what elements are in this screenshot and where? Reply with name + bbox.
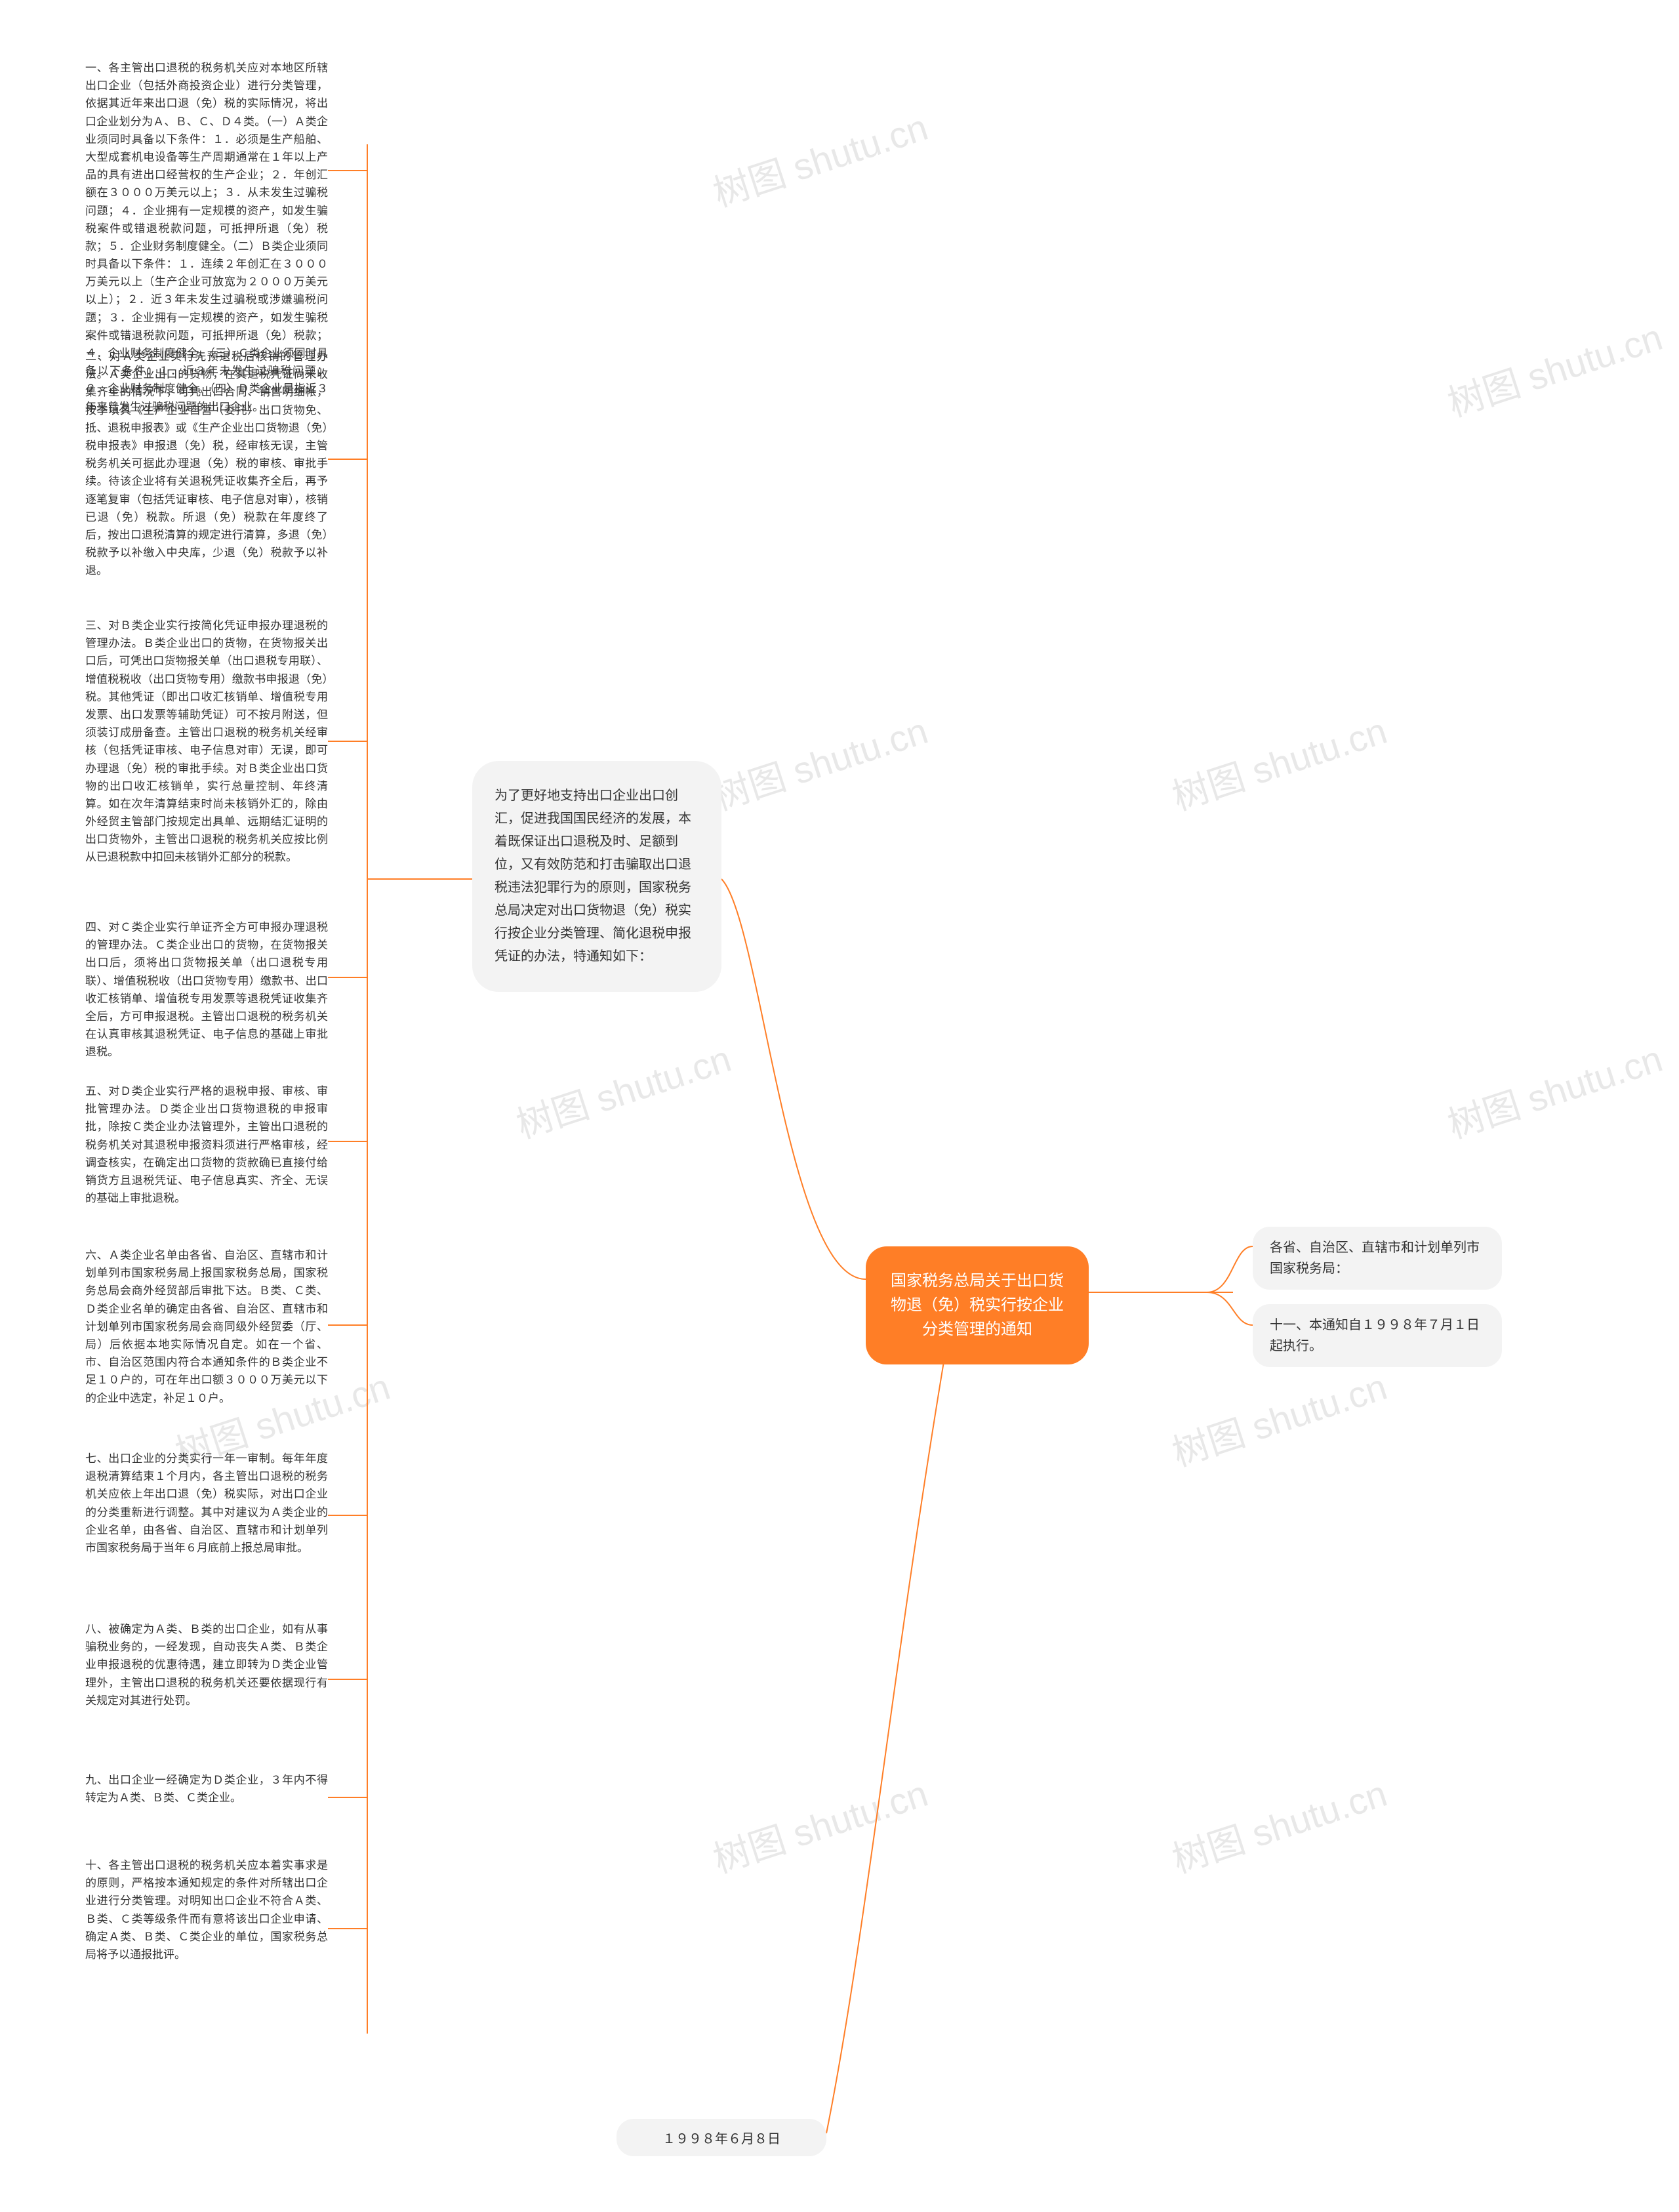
detail-text: 四、对Ｃ类企业实行单证齐全方可申报办理退税的管理办法。Ｃ类企业出口的货物，在货物… <box>85 921 328 1058</box>
watermark-text: 树图 shutu.cn <box>1165 702 1393 821</box>
detail-text: 五、对Ｄ类企业实行严格的退税申报、审核、审批管理办法。Ｄ类企业出口货物退税的申报… <box>85 1085 328 1204</box>
detail-text: 三、对Ｂ类企业实行按简化凭证申报办理退税的管理办法。Ｂ类企业出口的货物，在货物报… <box>85 619 328 863</box>
watermark-text: 树图 shutu.cn <box>1165 1358 1393 1477</box>
right-node-text: 各省、自治区、直辖市和计划单列市国家税务局： <box>1270 1240 1480 1276</box>
detail-node-2: 二、对Ａ类企业实行先预退税后核销的管理办法。Ａ类企业出口的货物，在其退税凭证尚未… <box>85 348 328 579</box>
watermark-text: 树图 shutu.cn <box>1440 1030 1669 1149</box>
right-node-1: 各省、自治区、直辖市和计划单列市国家税务局： <box>1253 1227 1502 1290</box>
date-node: １９９８年６月８日 <box>617 2119 826 2156</box>
detail-node-9: 九、出口企业一经确定为Ｄ类企业，３年内不得转定为Ａ类、Ｂ类、Ｃ类企业。 <box>85 1771 328 1807</box>
watermark-text: 树图 shutu.cn <box>706 1765 934 1884</box>
detail-node-6: 六、Ａ类企业名单由各省、自治区、直辖市和计划单列市国家税务局上报国家税务总局，国… <box>85 1246 328 1407</box>
detail-node-5: 五、对Ｄ类企业实行严格的退税申报、审核、审批管理办法。Ｄ类企业出口货物退税的申报… <box>85 1082 328 1207</box>
watermark-text: 树图 shutu.cn <box>706 98 934 218</box>
detail-node-7: 七、出口企业的分类实行一年一审制。每年年度退税清算结束１个月内，各主管出口退税的… <box>85 1450 328 1557</box>
detail-text: 九、出口企业一经确定为Ｄ类企业，３年内不得转定为Ａ类、Ｂ类、Ｃ类企业。 <box>85 1774 328 1804</box>
watermark-text: 树图 shutu.cn <box>1440 308 1669 428</box>
detail-node-4: 四、对Ｃ类企业实行单证齐全方可申报办理退税的管理办法。Ｃ类企业出口的货物，在货物… <box>85 918 328 1061</box>
detail-node-3: 三、对Ｂ类企业实行按简化凭证申报办理退税的管理办法。Ｂ类企业出口的货物，在货物报… <box>85 617 328 867</box>
intro-node: 为了更好地支持出口企业出口创汇，促进我国国民经济的发展，本着既保证出口退税及时、… <box>472 761 721 992</box>
detail-text: 八、被确定为Ａ类、Ｂ类的出口企业，如有从事骗税业务的，一经发现，自动丧失Ａ类、Ｂ… <box>85 1623 328 1707</box>
central-topic-text: 国家税务总局关于出口货物退（免）税实行按企业分类管理的通知 <box>891 1272 1064 1338</box>
intro-text: 为了更好地支持出口企业出口创汇，促进我国国民经济的发展，本着既保证出口退税及时、… <box>495 789 691 964</box>
watermark-text: 树图 shutu.cn <box>706 702 934 821</box>
detail-text: 二、对Ａ类企业实行先预退税后核销的管理办法。Ａ类企业出口的货物，在其退税凭证尚未… <box>85 350 328 577</box>
detail-text: 十、各主管出口退税的税务机关应本着实事求是的原则，严格按本通知规定的条件对所辖出… <box>85 1859 328 1961</box>
right-node-2: 十一、本通知自１９９８年７月１日起执行。 <box>1253 1304 1502 1367</box>
central-topic: 国家税务总局关于出口货物退（免）税实行按企业分类管理的通知 <box>866 1246 1089 1364</box>
detail-text: 六、Ａ类企业名单由各省、自治区、直辖市和计划单列市国家税务局上报国家税务总局，国… <box>85 1249 328 1404</box>
right-node-text: 十一、本通知自１９９８年７月１日起执行。 <box>1270 1318 1480 1353</box>
detail-node-8: 八、被确定为Ａ类、Ｂ类的出口企业，如有从事骗税业务的，一经发现，自动丧失Ａ类、Ｂ… <box>85 1620 328 1710</box>
detail-text: 七、出口企业的分类实行一年一审制。每年年度退税清算结束１个月内，各主管出口退税的… <box>85 1452 328 1554</box>
date-text: １９９８年６月８日 <box>662 2132 780 2146</box>
watermark-text: 树图 shutu.cn <box>509 1030 737 1149</box>
watermark-text: 树图 shutu.cn <box>1165 1765 1393 1884</box>
detail-node-10: 十、各主管出口退税的税务机关应本着实事求是的原则，严格按本通知规定的条件对所辖出… <box>85 1856 328 1963</box>
